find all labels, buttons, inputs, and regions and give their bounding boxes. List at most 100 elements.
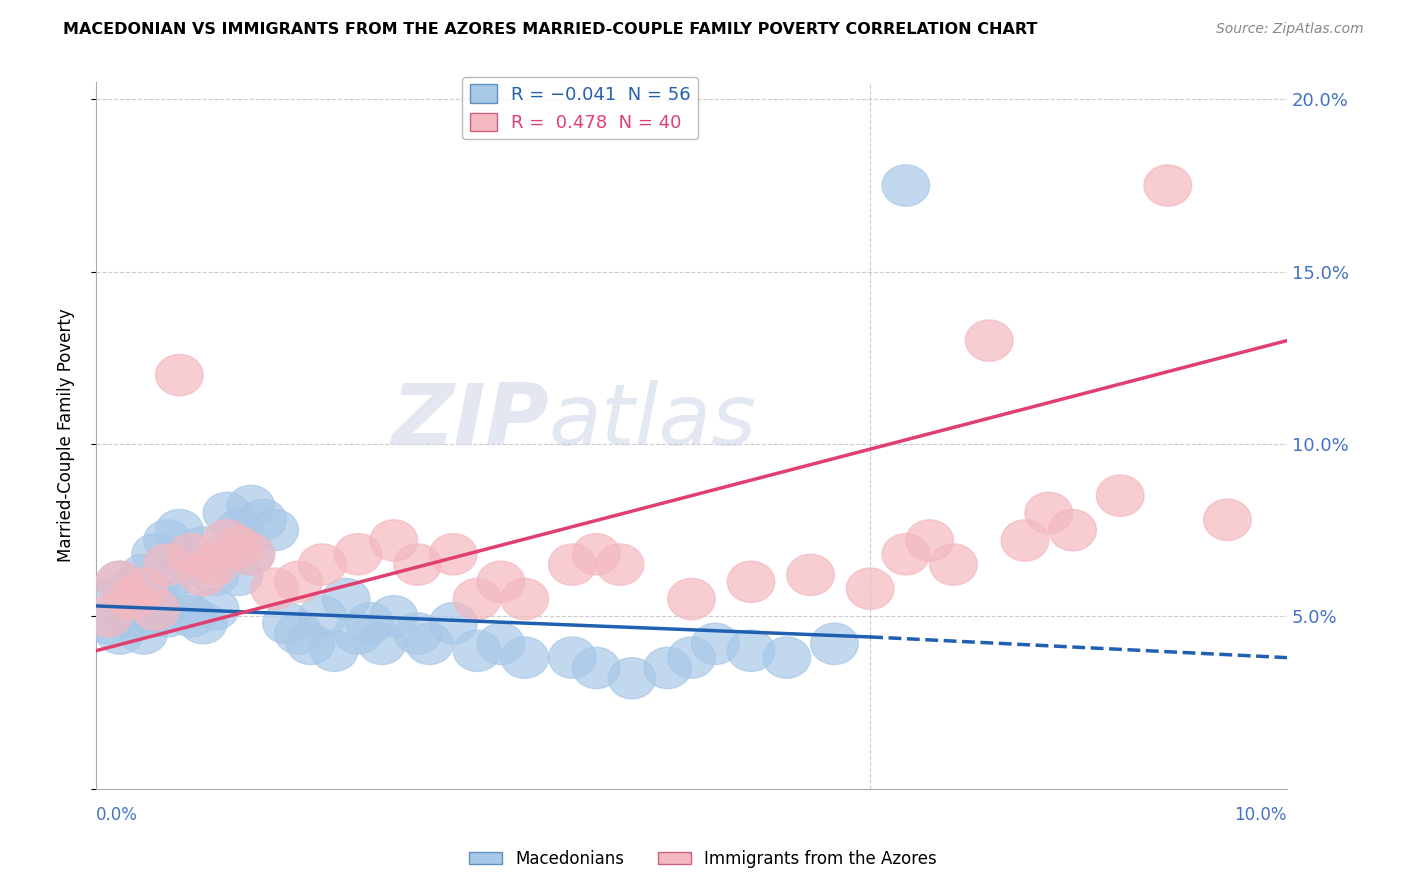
Ellipse shape: [167, 544, 215, 585]
Ellipse shape: [132, 596, 180, 637]
Ellipse shape: [287, 624, 335, 665]
Text: MACEDONIAN VS IMMIGRANTS FROM THE AZORES MARRIED-COUPLE FAMILY POVERTY CORRELATI: MACEDONIAN VS IMMIGRANTS FROM THE AZORES…: [63, 22, 1038, 37]
Ellipse shape: [787, 554, 834, 596]
Ellipse shape: [609, 657, 655, 699]
Ellipse shape: [156, 354, 204, 396]
Ellipse shape: [156, 509, 204, 550]
Text: 0.0%: 0.0%: [96, 806, 138, 824]
Ellipse shape: [143, 520, 191, 561]
Ellipse shape: [143, 561, 191, 602]
Ellipse shape: [453, 578, 501, 620]
Ellipse shape: [572, 533, 620, 575]
Ellipse shape: [180, 526, 226, 568]
Ellipse shape: [311, 630, 359, 672]
Ellipse shape: [226, 485, 274, 526]
Y-axis label: Married-Couple Family Poverty: Married-Couple Family Poverty: [58, 309, 75, 562]
Ellipse shape: [191, 589, 239, 630]
Ellipse shape: [108, 596, 156, 637]
Ellipse shape: [596, 544, 644, 585]
Legend: Macedonians, Immigrants from the Azores: Macedonians, Immigrants from the Azores: [463, 844, 943, 875]
Text: atlas: atlas: [548, 380, 756, 463]
Ellipse shape: [1144, 165, 1192, 206]
Ellipse shape: [167, 596, 215, 637]
Ellipse shape: [644, 648, 692, 689]
Ellipse shape: [215, 526, 263, 568]
Ellipse shape: [846, 568, 894, 609]
Ellipse shape: [263, 602, 311, 644]
Ellipse shape: [191, 544, 239, 585]
Ellipse shape: [96, 561, 143, 602]
Ellipse shape: [298, 544, 346, 585]
Ellipse shape: [882, 533, 929, 575]
Ellipse shape: [905, 520, 953, 561]
Ellipse shape: [143, 544, 191, 585]
Ellipse shape: [359, 624, 406, 665]
Ellipse shape: [548, 637, 596, 678]
Ellipse shape: [668, 637, 716, 678]
Text: Source: ZipAtlas.com: Source: ZipAtlas.com: [1216, 22, 1364, 37]
Ellipse shape: [204, 492, 250, 533]
Ellipse shape: [322, 578, 370, 620]
Ellipse shape: [882, 165, 929, 206]
Ellipse shape: [215, 509, 263, 550]
Ellipse shape: [132, 589, 180, 630]
Ellipse shape: [120, 589, 167, 630]
Ellipse shape: [811, 624, 858, 665]
Ellipse shape: [120, 554, 167, 596]
Ellipse shape: [1097, 475, 1144, 516]
Ellipse shape: [120, 613, 167, 654]
Ellipse shape: [501, 637, 548, 678]
Ellipse shape: [727, 630, 775, 672]
Ellipse shape: [250, 568, 298, 609]
Ellipse shape: [335, 613, 382, 654]
Ellipse shape: [96, 561, 143, 602]
Ellipse shape: [929, 544, 977, 585]
Ellipse shape: [370, 596, 418, 637]
Ellipse shape: [274, 613, 322, 654]
Ellipse shape: [250, 509, 298, 550]
Ellipse shape: [84, 596, 132, 637]
Ellipse shape: [180, 602, 226, 644]
Ellipse shape: [84, 602, 132, 644]
Ellipse shape: [156, 578, 204, 620]
Ellipse shape: [108, 578, 156, 620]
Ellipse shape: [370, 520, 418, 561]
Ellipse shape: [548, 544, 596, 585]
Ellipse shape: [453, 630, 501, 672]
Ellipse shape: [477, 561, 524, 602]
Ellipse shape: [180, 554, 226, 596]
Ellipse shape: [1049, 509, 1097, 550]
Ellipse shape: [96, 613, 143, 654]
Ellipse shape: [966, 320, 1014, 361]
Ellipse shape: [429, 602, 477, 644]
Ellipse shape: [191, 554, 239, 596]
Ellipse shape: [727, 561, 775, 602]
Ellipse shape: [763, 637, 811, 678]
Ellipse shape: [167, 533, 215, 575]
Ellipse shape: [406, 624, 453, 665]
Ellipse shape: [429, 533, 477, 575]
Ellipse shape: [226, 533, 274, 575]
Ellipse shape: [226, 533, 274, 575]
Ellipse shape: [1001, 520, 1049, 561]
Ellipse shape: [215, 554, 263, 596]
Ellipse shape: [274, 561, 322, 602]
Ellipse shape: [84, 578, 132, 620]
Text: ZIP: ZIP: [391, 380, 548, 463]
Ellipse shape: [394, 613, 441, 654]
Ellipse shape: [239, 500, 287, 541]
Ellipse shape: [132, 578, 180, 620]
Ellipse shape: [394, 544, 441, 585]
Ellipse shape: [204, 520, 250, 561]
Ellipse shape: [477, 624, 524, 665]
Ellipse shape: [1204, 500, 1251, 541]
Text: 10.0%: 10.0%: [1234, 806, 1286, 824]
Ellipse shape: [120, 568, 167, 609]
Ellipse shape: [335, 533, 382, 575]
Ellipse shape: [1025, 492, 1073, 533]
Ellipse shape: [108, 568, 156, 609]
Ellipse shape: [298, 596, 346, 637]
Ellipse shape: [692, 624, 740, 665]
Ellipse shape: [572, 648, 620, 689]
Ellipse shape: [132, 533, 180, 575]
